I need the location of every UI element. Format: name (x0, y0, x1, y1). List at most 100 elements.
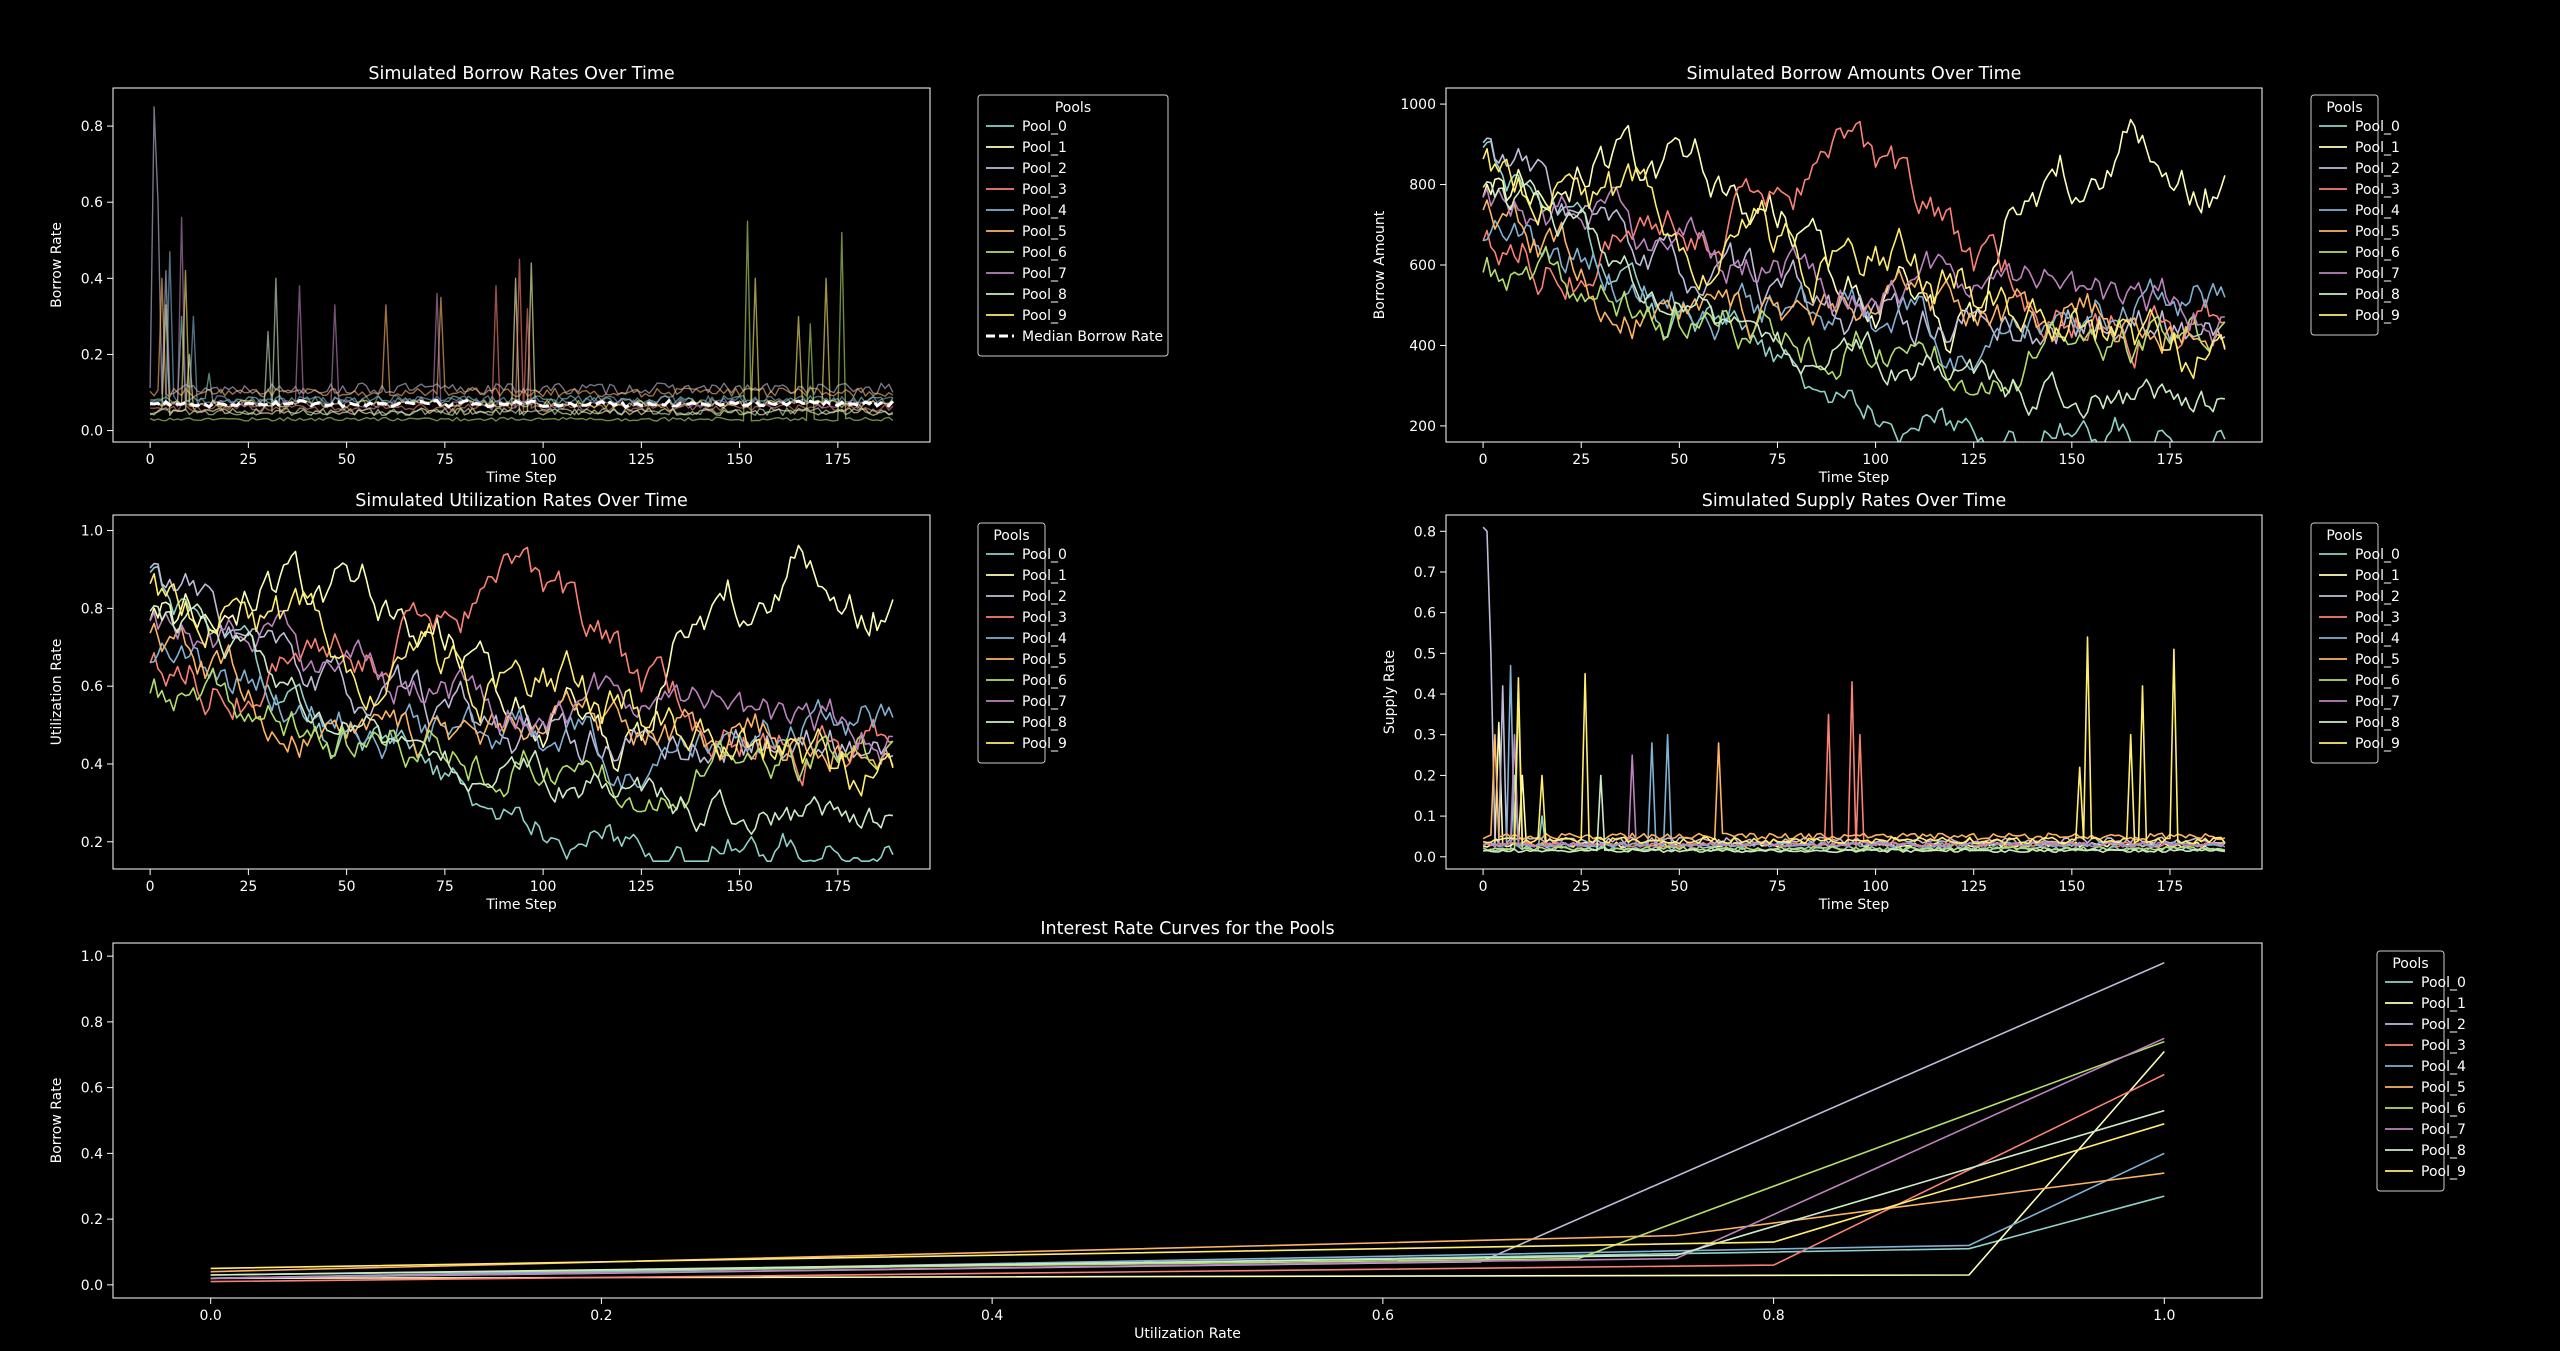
series-line-pool-4 (1482, 219, 2226, 372)
legend-entry-label: Pool_9 (2421, 1164, 2466, 1180)
y-tick-label: 0.6 (81, 195, 103, 211)
legend-entry-label: Pool_8 (2421, 1143, 2466, 1159)
legend-entry-label: Pool_3 (2355, 610, 2400, 626)
legend: Pools Pool_0 Pool_1 Pool_2 Pool_3 Pool_4 Pool_… (2310, 94, 2400, 336)
y-tick-label: 0.4 (81, 757, 103, 773)
x-tick-label: 125 (1960, 879, 1987, 895)
series-line-pool-1 (149, 544, 894, 772)
borrow-rates-panel: Simulated Borrow Rates Over Time 0 25 50 75 1… (49, 64, 1169, 486)
x-tick-label: 150 (2058, 879, 2085, 895)
series-line-pool-8 (210, 1109, 2165, 1276)
legend-entry-label: Pool_5 (2421, 1080, 2466, 1096)
x-tick-label: 0.8 (1762, 1308, 1784, 1324)
legend-entry-label: Pool_9 (2355, 736, 2400, 752)
series-line-pool-9 (210, 1123, 2165, 1270)
y-tick-label: 1000 (1400, 97, 1436, 113)
legend-entry-label: Pool_7 (2355, 694, 2400, 710)
y-tick-label: 0.7 (1414, 565, 1436, 581)
y-tick-label: 0.2 (1414, 768, 1436, 784)
x-axis-label: Time Step (485, 897, 557, 913)
legend-entry-label: Pool_1 (2355, 140, 2400, 156)
legend-entry-label: Pool_6 (2421, 1101, 2466, 1117)
x-tick-label: 175 (824, 452, 851, 468)
y-tick-label: 1.0 (81, 949, 103, 965)
series-line-pool-8 (149, 603, 893, 835)
series-line-pool-9 (149, 573, 894, 797)
chart-title: Simulated Borrow Rates Over Time (368, 64, 674, 84)
legend-entry-label: Pool_0 (2421, 975, 2466, 991)
legend-entry-label: Pool_1 (1022, 568, 1067, 584)
series-line-pool-8 (1482, 774, 2226, 854)
x-axis-label: Time Step (1818, 897, 1890, 913)
legend-entry-label: Pool_3 (1022, 610, 1067, 626)
legend-entry-label: Pool_2 (2355, 589, 2400, 605)
y-tick-label: 0.2 (81, 835, 103, 851)
legend-entry-label: Pool_2 (1022, 589, 1067, 605)
series-line-pool-3 (1482, 681, 2226, 848)
y-tick-label: 0.0 (1414, 850, 1436, 866)
y-tick-label: 800 (1409, 178, 1436, 194)
legend-entry-label: Pool_8 (2355, 287, 2400, 303)
legend-title: Pools (993, 528, 1029, 544)
legend-entry-label: Pool_0 (2355, 547, 2400, 563)
series-line-pool-6 (149, 667, 894, 813)
y-tick-label: 0.6 (1414, 606, 1436, 622)
legend-entry-label: Pool_3 (1022, 182, 1067, 198)
series-line-pool-3 (210, 1073, 2165, 1283)
y-axis-label: Utilization Rate (49, 639, 65, 746)
x-tick-label: 75 (436, 879, 454, 895)
plot-area (1482, 526, 2226, 854)
legend-entry-label: Pool_9 (2355, 308, 2400, 324)
y-tick-label: 0.2 (81, 347, 103, 363)
legend-entry-label: Pool_3 (2355, 182, 2400, 198)
legend-entry-label: Pool_3 (2421, 1038, 2466, 1054)
x-tick-label: 0 (1479, 879, 1488, 895)
legend-title: Pools (2326, 100, 2362, 116)
series-line-pool-6 (1482, 693, 2226, 852)
x-tick-label: 0.6 (1372, 1308, 1394, 1324)
series-line-pool-6 (149, 220, 894, 422)
y-tick-label: 0.6 (81, 679, 103, 695)
x-tick-label: 0 (1479, 452, 1488, 468)
series-line-pool-9 (1482, 636, 2226, 845)
y-tick-label: 0.8 (81, 1015, 103, 1031)
y-tick-label: 0.8 (81, 119, 103, 135)
x-tick-label: 0.4 (981, 1308, 1003, 1324)
series-line-pool-5 (149, 622, 894, 773)
y-tick-label: 0.0 (81, 1278, 103, 1294)
x-tick-label: 175 (2157, 452, 2184, 468)
legend-entry-label: Pool_4 (2355, 631, 2400, 647)
plot-area (1482, 118, 2226, 442)
chart-title: Interest Rate Curves for the Pools (1040, 919, 1334, 939)
x-axis-label: Time Step (1818, 470, 1890, 486)
series-line-pool-7 (149, 610, 893, 765)
legend-entry-label: Pool_7 (1022, 266, 1067, 282)
legend: Pools Pool_0 Pool_1 Pool_2 Pool_3 Pool_4 Pool_… (977, 522, 1067, 764)
x-tick-label: 75 (1769, 879, 1787, 895)
x-tick-label: 25 (239, 452, 257, 468)
legend-entry-label: Pool_6 (1022, 245, 1067, 261)
chart-title: Simulated Borrow Amounts Over Time (1687, 64, 2022, 84)
legend-title: Pools (2392, 956, 2428, 972)
x-tick-label: 150 (2058, 452, 2085, 468)
y-tick-label: 0.8 (1414, 524, 1436, 540)
legend-entry-label: Pool_1 (1022, 140, 1067, 156)
legend-entry-label: Pool_5 (1022, 224, 1067, 240)
legend-entry-label: Pool_2 (2355, 161, 2400, 177)
legend-entry-label: Pool_7 (2355, 266, 2400, 282)
legend-entry-label: Pool_4 (2355, 203, 2400, 219)
x-tick-label: 175 (2157, 879, 2184, 895)
legend-entry-label: Pool_4 (1022, 203, 1067, 219)
y-axis-label: Supply Rate (1382, 650, 1398, 734)
x-tick-label: 100 (530, 452, 557, 468)
plot-area (149, 544, 894, 862)
legend-title: Pools (2326, 528, 2362, 544)
series-line-pool-5 (149, 277, 894, 398)
x-tick-label: 125 (1960, 452, 1987, 468)
legend-entry-label: Pool_5 (2355, 224, 2400, 240)
legend-box (2310, 94, 2379, 336)
y-tick-label: 0.3 (1414, 728, 1436, 744)
legend-entry-label: Pool_0 (1022, 119, 1067, 135)
x-axis-label: Time Step (485, 470, 557, 486)
legend-entry-label: Pool_8 (1022, 715, 1067, 731)
